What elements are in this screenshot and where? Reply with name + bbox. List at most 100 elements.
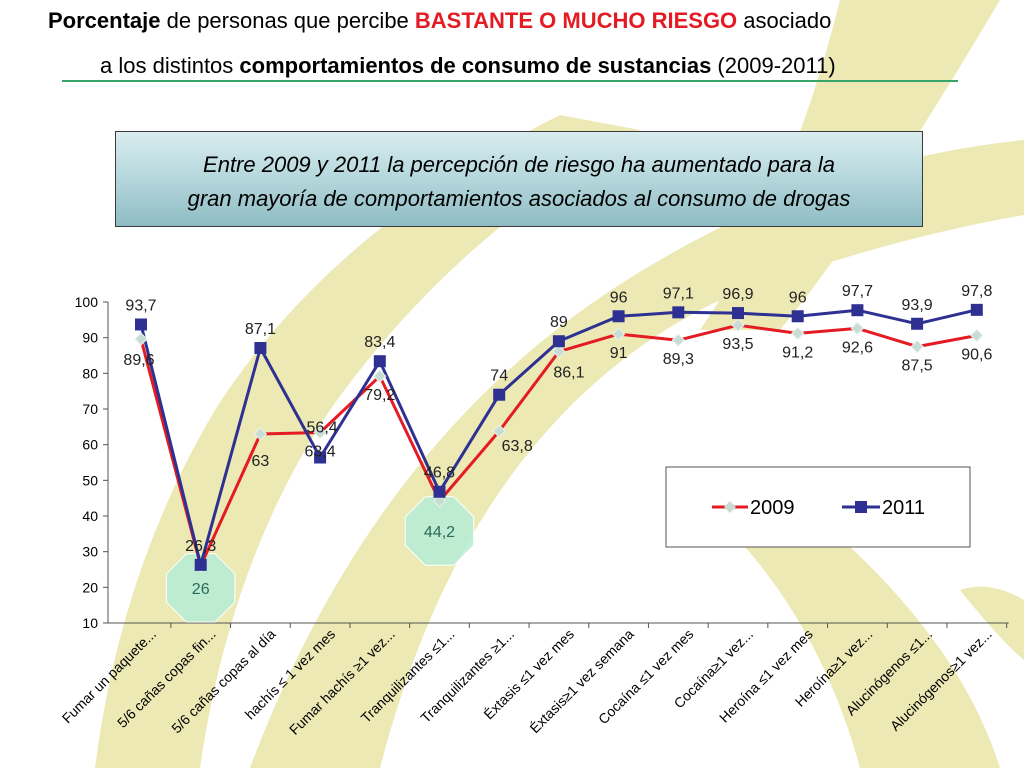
series-markers bbox=[134, 303, 984, 573]
marker-2009 bbox=[790, 326, 805, 341]
legend-label-2009: 2009 bbox=[750, 497, 795, 519]
highlight-label: 26 bbox=[192, 581, 210, 598]
marker-2009 bbox=[970, 328, 984, 343]
marker-2009 bbox=[373, 369, 387, 383]
data-label-2009: 63,4 bbox=[305, 444, 336, 461]
x-category-label: Fumar hachís ≥1 vez... bbox=[286, 626, 398, 738]
marker-2011 bbox=[194, 558, 207, 571]
title-line-2-segment-2: (2009-2011) bbox=[711, 53, 836, 78]
title-line-1-segment-3: asociado bbox=[737, 8, 832, 33]
data-label-2009: 79,2 bbox=[364, 387, 395, 404]
background-band-3 bbox=[720, 520, 1000, 768]
title-underline bbox=[62, 80, 958, 82]
marker-2011 bbox=[254, 342, 267, 355]
y-tick-label: 70 bbox=[82, 401, 98, 417]
y-tick-label: 60 bbox=[82, 437, 98, 453]
data-label-2009: 86,1 bbox=[553, 365, 584, 382]
y-tick-label: 30 bbox=[82, 544, 98, 560]
title-line-1-segment-2: BASTANTE O MUCHO RIESGO bbox=[414, 8, 738, 33]
data-label-2011: 93,9 bbox=[902, 297, 933, 314]
x-category-label: 5/6 cañas copas fin... bbox=[114, 626, 219, 731]
legend-marker-2009 bbox=[724, 501, 736, 513]
page-title-line-1: Porcentaje de personas que percibe BASTA… bbox=[48, 8, 831, 34]
data-label-2009: 63 bbox=[252, 453, 270, 470]
data-label-2009: 87,5 bbox=[902, 358, 933, 375]
y-tick-label: 20 bbox=[82, 579, 98, 595]
data-label-2011: 26,3 bbox=[185, 538, 216, 555]
y-tick-label: 100 bbox=[75, 294, 99, 310]
marker-2011 bbox=[970, 303, 983, 316]
summary-callout-box: Entre 2009 y 2011 la percepción de riesg… bbox=[115, 131, 923, 227]
marker-2009 bbox=[253, 427, 268, 441]
data-label-2011: 97,8 bbox=[961, 283, 992, 300]
data-label-2011: 74 bbox=[490, 368, 508, 385]
data-label-2011: 97,1 bbox=[663, 285, 694, 302]
data-labels: 93,7 26,3 87,1 56,4 83,4 46,8 74 89 96 97,1 96,9 96… bbox=[123, 283, 992, 555]
marker-2011 bbox=[552, 335, 565, 348]
title-line-2-segment-0: a los distintos bbox=[100, 53, 240, 78]
x-category-label: Alucinógenos≥1 vez... bbox=[887, 626, 995, 734]
data-label-2011: 96,9 bbox=[722, 286, 753, 303]
marker-2011 bbox=[612, 310, 625, 323]
chart-axes: 10 20 30 40 50 60 70 80 90 100 bbox=[75, 294, 1009, 631]
data-label-2011: 46,8 bbox=[424, 465, 455, 482]
x-category-label: 5/6 cañas copas al día bbox=[168, 626, 279, 737]
marker-2011 bbox=[433, 485, 446, 498]
x-axis-labels: Fumar un paquete...5/6 cañas copas fin..… bbox=[59, 626, 995, 738]
legend-label-2011: 2011 bbox=[882, 497, 925, 519]
marker-2011 bbox=[135, 318, 147, 331]
marker-2009 bbox=[552, 344, 566, 359]
data-label-2011: 93,7 bbox=[125, 297, 156, 314]
data-label-2011: 83,4 bbox=[364, 334, 395, 351]
data-label-2009: 63,8 bbox=[502, 438, 533, 455]
data-label-2011: 96 bbox=[789, 289, 807, 306]
y-tick-label: 40 bbox=[82, 508, 98, 524]
marker-2009 bbox=[731, 318, 745, 332]
data-label-2009: 89,6 bbox=[123, 352, 154, 369]
y-tick-label: 10 bbox=[82, 615, 98, 631]
marker-2011 bbox=[791, 310, 804, 323]
page-title-line-2: a los distintos comportamientos de consu… bbox=[100, 53, 836, 79]
marker-2011 bbox=[314, 451, 327, 464]
title-line-1-segment-1: de personas que percibe bbox=[160, 8, 415, 33]
marker-2009 bbox=[671, 333, 686, 347]
data-label-2009: 89,3 bbox=[663, 351, 694, 368]
marker-2011 bbox=[732, 307, 744, 320]
title-line-1-segment-0: Porcentaje bbox=[48, 8, 161, 33]
y-tick-label: 90 bbox=[82, 330, 98, 346]
marker-2011 bbox=[911, 317, 924, 330]
marker-2009 bbox=[910, 339, 924, 354]
data-label-2009: 90,6 bbox=[961, 347, 992, 364]
x-category-label: Éxtasis≥1 vez semana bbox=[526, 626, 636, 736]
marker-2009 bbox=[611, 327, 626, 341]
callout-line-1: Entre 2009 y 2011 la percepción de riesg… bbox=[203, 152, 835, 177]
background-band-1 bbox=[250, 140, 1024, 768]
marker-2011 bbox=[851, 304, 864, 317]
y-tick-label: 50 bbox=[82, 472, 98, 488]
data-label-2011: 97,7 bbox=[842, 283, 873, 300]
marker-2009 bbox=[850, 321, 865, 336]
highlight-octagon bbox=[166, 553, 236, 623]
legend: 2009 2011 bbox=[665, 466, 971, 548]
data-label-2009: 92,6 bbox=[842, 339, 873, 356]
data-label-2009: 93,5 bbox=[722, 336, 753, 353]
data-label-2011: 56,4 bbox=[307, 420, 338, 437]
data-label-2009: 91,2 bbox=[782, 344, 813, 361]
marker-2009 bbox=[492, 424, 506, 438]
marker-2009 bbox=[432, 494, 447, 508]
title-line-2-segment-1: comportamientos de consumo de sustancias bbox=[239, 53, 712, 78]
marker-2009 bbox=[134, 332, 148, 346]
marker-2011 bbox=[672, 306, 685, 319]
highlight-octagon bbox=[404, 496, 475, 566]
data-label-2009: 91 bbox=[610, 345, 628, 362]
callout-line-2: gran mayoría de comportamientos asociado… bbox=[187, 186, 851, 212]
data-label-2011: 87,1 bbox=[245, 321, 276, 338]
marker-2011 bbox=[373, 355, 386, 368]
highlight-label: 44,2 bbox=[424, 524, 455, 541]
legend-marker-2011 bbox=[855, 501, 867, 513]
y-tick-label: 80 bbox=[82, 365, 98, 381]
marker-2011 bbox=[493, 388, 506, 401]
data-label-2011: 89 bbox=[550, 314, 568, 331]
highlight-octagons: 26 44,2 bbox=[166, 496, 475, 623]
